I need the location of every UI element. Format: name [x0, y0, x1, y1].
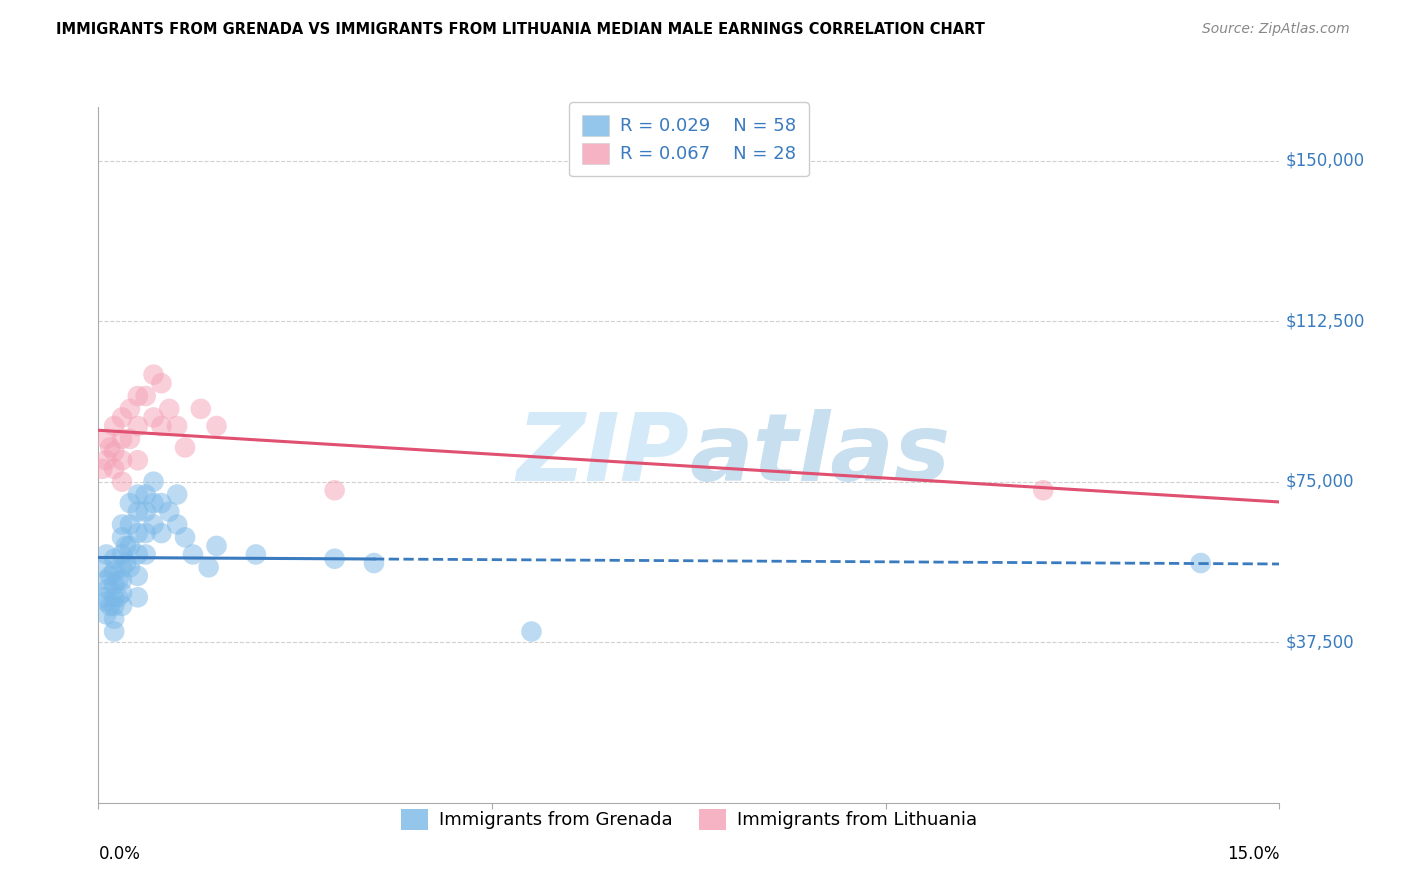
Point — [115, 556, 138, 570]
Point — [118, 560, 141, 574]
Point — [115, 539, 138, 553]
Point — [142, 475, 165, 489]
Point — [166, 517, 188, 532]
Point — [96, 453, 118, 467]
Point — [127, 487, 149, 501]
Point — [142, 496, 165, 510]
Text: Source: ZipAtlas.com: Source: ZipAtlas.com — [1202, 22, 1350, 37]
Point — [166, 419, 188, 434]
Point — [1189, 556, 1212, 570]
Point — [111, 599, 134, 613]
Point — [135, 526, 157, 541]
Text: IMMIGRANTS FROM GRENADA VS IMMIGRANTS FROM LITHUANIA MEDIAN MALE EARNINGS CORREL: IMMIGRANTS FROM GRENADA VS IMMIGRANTS FR… — [56, 22, 986, 37]
Point — [103, 551, 125, 566]
Point — [150, 376, 173, 391]
Point — [111, 475, 134, 489]
Point — [205, 539, 228, 553]
Point — [98, 569, 121, 583]
Point — [103, 444, 125, 458]
Point — [245, 548, 267, 562]
Point — [174, 530, 197, 544]
Point — [91, 560, 114, 574]
Point — [118, 517, 141, 532]
Point — [181, 548, 204, 562]
Point — [323, 551, 346, 566]
Text: $112,500: $112,500 — [1285, 312, 1365, 330]
Point — [1032, 483, 1054, 498]
Point — [98, 599, 121, 613]
Point — [96, 432, 118, 446]
Point — [96, 594, 118, 608]
Point — [118, 401, 141, 416]
Point — [111, 432, 134, 446]
Point — [197, 560, 219, 574]
Point — [103, 624, 125, 639]
Point — [111, 548, 134, 562]
Point — [135, 505, 157, 519]
Point — [103, 599, 125, 613]
Point — [174, 441, 197, 455]
Point — [93, 591, 115, 605]
Point — [127, 569, 149, 583]
Point — [135, 487, 157, 501]
Point — [118, 496, 141, 510]
Point — [96, 573, 118, 587]
Point — [205, 419, 228, 434]
Point — [142, 410, 165, 425]
Point — [96, 607, 118, 622]
Point — [111, 573, 134, 587]
Point — [135, 548, 157, 562]
Point — [91, 462, 114, 476]
Point — [150, 526, 173, 541]
Point — [323, 483, 346, 498]
Point — [142, 517, 165, 532]
Point — [107, 591, 129, 605]
Text: ZIP: ZIP — [516, 409, 689, 501]
Point — [103, 577, 125, 591]
Point — [118, 539, 141, 553]
Point — [190, 401, 212, 416]
Point — [127, 591, 149, 605]
Text: 15.0%: 15.0% — [1227, 845, 1279, 863]
Point — [157, 505, 180, 519]
Point — [157, 401, 180, 416]
Point — [103, 565, 125, 579]
Point — [135, 389, 157, 403]
Point — [127, 526, 149, 541]
Point — [98, 441, 121, 455]
Point — [111, 517, 134, 532]
Point — [97, 582, 120, 596]
Point — [520, 624, 543, 639]
Point — [127, 505, 149, 519]
Point — [103, 462, 125, 476]
Point — [150, 496, 173, 510]
Text: 0.0%: 0.0% — [98, 845, 141, 863]
Point — [96, 548, 118, 562]
Point — [142, 368, 165, 382]
Point — [111, 530, 134, 544]
Point — [111, 410, 134, 425]
Point — [127, 453, 149, 467]
Point — [166, 487, 188, 501]
Point — [103, 419, 125, 434]
Point — [127, 419, 149, 434]
Point — [363, 556, 385, 570]
Text: atlas: atlas — [689, 409, 950, 501]
Point — [111, 586, 134, 600]
Point — [103, 591, 125, 605]
Point — [111, 453, 134, 467]
Point — [127, 548, 149, 562]
Point — [107, 573, 129, 587]
Point — [111, 560, 134, 574]
Point — [103, 612, 125, 626]
Point — [127, 389, 149, 403]
Legend: Immigrants from Grenada, Immigrants from Lithuania: Immigrants from Grenada, Immigrants from… — [388, 797, 990, 842]
Text: $75,000: $75,000 — [1285, 473, 1354, 491]
Text: $37,500: $37,500 — [1285, 633, 1354, 651]
Text: $150,000: $150,000 — [1285, 152, 1364, 169]
Point — [118, 432, 141, 446]
Point — [150, 419, 173, 434]
